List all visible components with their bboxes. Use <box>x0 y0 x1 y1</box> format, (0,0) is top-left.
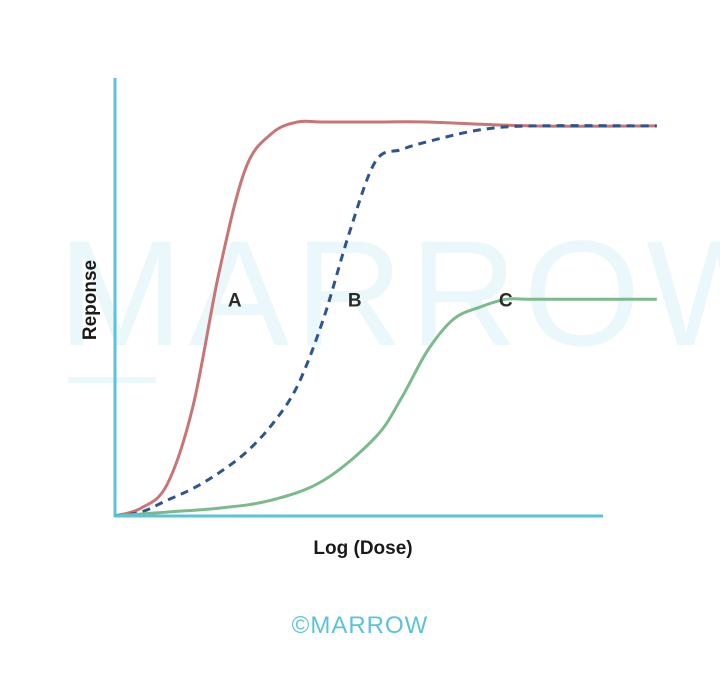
curves-group <box>114 119 657 518</box>
curve-labels-group: A B C <box>228 290 513 311</box>
curve-b <box>114 124 657 518</box>
curve-a <box>114 119 657 518</box>
curve-label-c: C <box>499 290 513 311</box>
curve-label-b: B <box>348 290 362 311</box>
footer-brand: ©MARROW <box>291 612 429 639</box>
x-axis-label: Log (Dose) <box>313 538 412 559</box>
y-axis-label: Reponse <box>80 260 101 340</box>
watermark-text: MARROW <box>58 209 720 377</box>
watermark-underline <box>68 377 156 383</box>
curve-label-a: A <box>228 290 242 311</box>
curve-c <box>114 297 657 518</box>
